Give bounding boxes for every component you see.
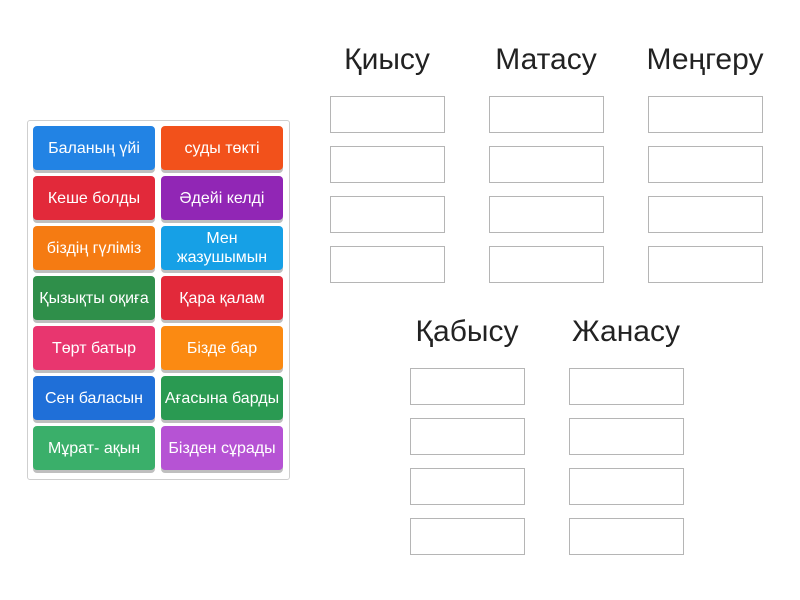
word-tile[interactable]: біздің гүліміз bbox=[33, 226, 155, 270]
drop-slot[interactable] bbox=[330, 196, 445, 233]
drop-slot[interactable] bbox=[410, 468, 525, 505]
word-tile[interactable]: Төрт батыр bbox=[33, 326, 155, 370]
word-tile[interactable]: суды төкті bbox=[161, 126, 283, 170]
word-tile[interactable]: Әдейі келді bbox=[161, 176, 283, 220]
group-title: Қиысу bbox=[344, 43, 430, 76]
drop-slot[interactable] bbox=[410, 518, 525, 555]
group-title: Матасу bbox=[495, 43, 597, 76]
drop-slot[interactable] bbox=[489, 146, 604, 183]
drop-slot[interactable] bbox=[410, 418, 525, 455]
drop-slot[interactable] bbox=[489, 196, 604, 233]
drop-slot[interactable] bbox=[569, 468, 684, 505]
word-tile[interactable]: Бізде бар bbox=[161, 326, 283, 370]
word-tile[interactable]: Мұрат- ақын bbox=[33, 426, 155, 470]
drop-slot[interactable] bbox=[648, 196, 763, 233]
word-tile[interactable]: Мен жазушымын bbox=[161, 226, 283, 270]
drop-slot[interactable] bbox=[410, 368, 525, 405]
drop-slot[interactable] bbox=[569, 518, 684, 555]
word-tile[interactable]: Кеше болды bbox=[33, 176, 155, 220]
word-tile[interactable]: Бізден сұрады bbox=[161, 426, 283, 470]
drop-slot[interactable] bbox=[648, 96, 763, 133]
word-tile[interactable]: Қара қалам bbox=[161, 276, 283, 320]
group-title: Қабысу bbox=[415, 315, 519, 348]
word-tile[interactable]: Ағасына барды bbox=[161, 376, 283, 420]
drop-slot[interactable] bbox=[648, 146, 763, 183]
drop-slot[interactable] bbox=[569, 418, 684, 455]
drop-slot[interactable] bbox=[330, 146, 445, 183]
drop-slot[interactable] bbox=[489, 246, 604, 283]
word-tile[interactable]: Қызықты оқиға bbox=[33, 276, 155, 320]
drop-slot[interactable] bbox=[489, 96, 604, 133]
drop-slot[interactable] bbox=[330, 96, 445, 133]
group-title: Жанасу bbox=[572, 315, 680, 348]
drop-slot[interactable] bbox=[569, 368, 684, 405]
word-tile[interactable]: Баланың үйі bbox=[33, 126, 155, 170]
word-tile[interactable]: Сен баласын bbox=[33, 376, 155, 420]
group-title: Меңгеру bbox=[646, 43, 764, 76]
drop-slot[interactable] bbox=[648, 246, 763, 283]
drop-slot[interactable] bbox=[330, 246, 445, 283]
